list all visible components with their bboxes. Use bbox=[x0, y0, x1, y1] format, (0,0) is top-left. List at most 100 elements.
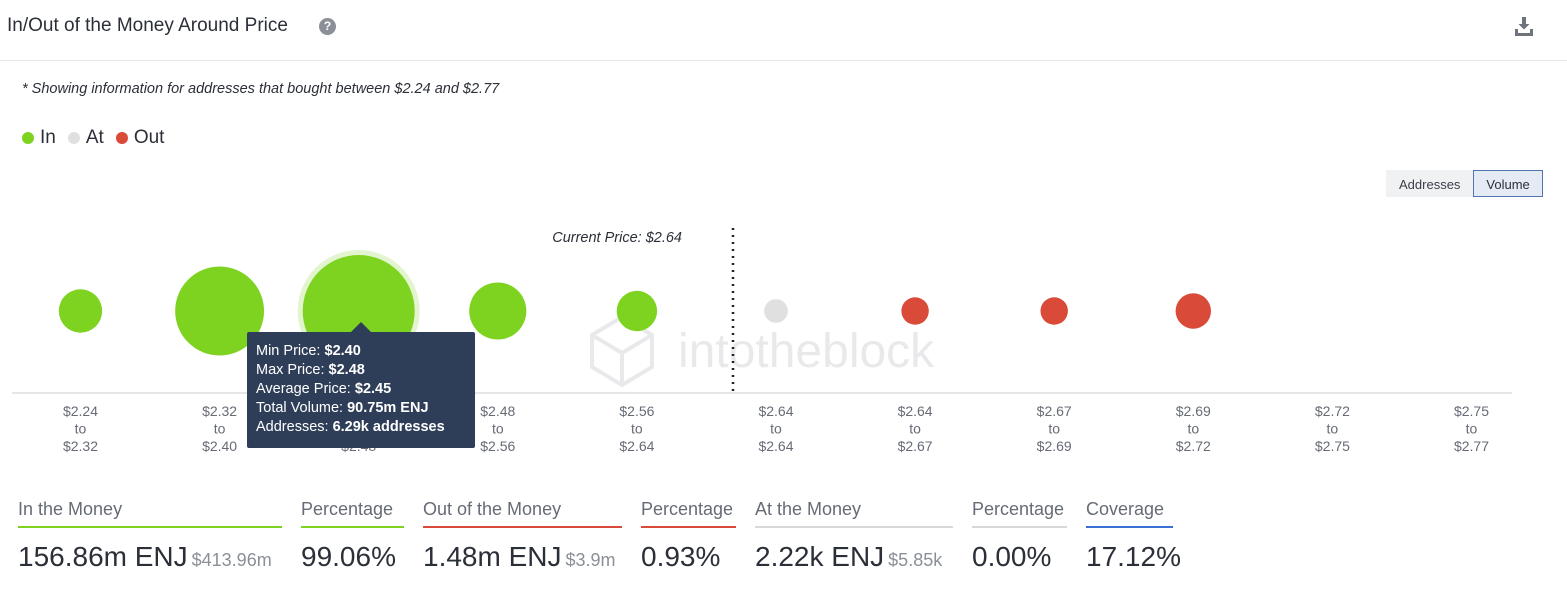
stat-out-percentage: Percentage 0.93% bbox=[641, 495, 736, 573]
watermark: intotheblock bbox=[590, 314, 935, 388]
stat-at-the-money: At the Money 2.22k ENJ $5.85k bbox=[755, 495, 953, 573]
x-axis-label-line: $2.56 bbox=[480, 438, 515, 454]
legend-dot-out bbox=[115, 132, 128, 144]
x-axis-label-line: to bbox=[75, 421, 87, 437]
x-axis-label-line: $2.75 bbox=[1315, 438, 1350, 454]
tooltip-max-price: Max Price: $2.48 bbox=[256, 362, 365, 378]
x-axis-label-line: to bbox=[909, 421, 921, 437]
x-axis-label-line: to bbox=[1466, 421, 1478, 437]
x-axis-label-line: $2.67 bbox=[1037, 403, 1072, 419]
bubble-out[interactable] bbox=[1175, 293, 1212, 329]
x-axis-label-line: to bbox=[1327, 421, 1339, 437]
tooltip-min-price: Min Price: $2.40 bbox=[256, 343, 361, 359]
x-axis-label-line: $2.69 bbox=[1037, 438, 1072, 454]
stat-label: Out of the Money bbox=[423, 495, 622, 528]
bubble-out[interactable] bbox=[1040, 297, 1068, 325]
stat-value: 0.00% bbox=[972, 541, 1052, 572]
x-axis-label-line: $2.77 bbox=[1454, 438, 1489, 454]
x-axis-label-line: $2.69 bbox=[1176, 403, 1211, 419]
x-axis-label-line: $2.32 bbox=[63, 438, 98, 454]
x-axis-label: $2.24 to $2.32 bbox=[63, 403, 98, 454]
stat-in-the-money: In the Money 156.86m ENJ $413.96m bbox=[18, 495, 282, 573]
x-axis-label: $2.64 to $2.67 bbox=[898, 403, 933, 454]
legend-label-in: In bbox=[40, 127, 56, 148]
stat-coverage: Coverage 17.12% bbox=[1086, 495, 1181, 573]
volume-toggle-button[interactable]: Volume bbox=[1473, 170, 1543, 197]
stat-value: 2.22k ENJ $5.85k bbox=[755, 541, 943, 572]
x-axis-label: $2.69 to $2.72 bbox=[1176, 403, 1211, 454]
stat-label: Coverage bbox=[1086, 495, 1173, 528]
legend-dot-in bbox=[22, 132, 34, 144]
tooltip-volume: Total Volume: 90.75m ENJ bbox=[256, 400, 429, 416]
legend-label-at: At bbox=[85, 127, 104, 148]
bubble-chart: intotheblock Current Price: $2.64 $2.24 t… bbox=[12, 228, 1512, 454]
x-axis-label-line: $2.24 bbox=[63, 403, 98, 419]
stat-value: 0.93% bbox=[641, 541, 721, 572]
legend-label-out: Out bbox=[133, 127, 165, 148]
bubble-at[interactable] bbox=[764, 299, 788, 323]
legend-item-in[interactable]: In bbox=[22, 127, 56, 149]
widget-header: In/Out of the Money Around Price ? bbox=[0, 0, 1567, 61]
bubble-in[interactable] bbox=[58, 289, 103, 333]
x-axis-label-line: $2.67 bbox=[898, 438, 933, 454]
download-icon[interactable] bbox=[1512, 14, 1536, 38]
stat-at-percentage: Percentage 0.00% bbox=[972, 495, 1067, 573]
x-axis-label-line: $2.72 bbox=[1315, 403, 1350, 419]
x-axis-label-line: $2.64 bbox=[619, 438, 654, 454]
legend-dot-at bbox=[67, 132, 80, 144]
stat-label: Percentage bbox=[641, 495, 736, 528]
x-axis-label: $2.64 to $2.64 bbox=[758, 403, 793, 454]
stat-out-of-the-money: Out of the Money 1.48m ENJ $3.9m bbox=[423, 495, 622, 573]
bubbles-group bbox=[58, 250, 1212, 372]
x-axis-label-line: $2.56 bbox=[619, 403, 654, 419]
stat-value: 99.06% bbox=[301, 541, 396, 572]
x-axis-label-line: $2.75 bbox=[1454, 403, 1489, 419]
x-axis-label-line: $2.72 bbox=[1176, 438, 1211, 454]
x-axis-label-line: $2.64 bbox=[758, 403, 793, 419]
stat-value: 17.12% bbox=[1086, 541, 1181, 572]
bubble-out[interactable] bbox=[901, 297, 929, 325]
x-axis-label-line: to bbox=[214, 421, 226, 437]
bucket-tooltip: Min Price: $2.40 Max Price: $2.48 Averag… bbox=[247, 322, 475, 448]
x-axis-label: $2.72 to $2.75 bbox=[1315, 403, 1350, 454]
x-axis-label-line: to bbox=[1048, 421, 1060, 437]
stat-label: At the Money bbox=[755, 495, 953, 528]
legend: In At Out bbox=[22, 127, 176, 149]
stat-label: Percentage bbox=[972, 495, 1067, 528]
stat-label: Percentage bbox=[301, 495, 404, 528]
metric-toggle: Addresses Volume bbox=[1386, 170, 1543, 197]
x-axis-label: $2.32 to $2.40 bbox=[202, 403, 237, 454]
x-axis-label-line: to bbox=[770, 421, 782, 437]
legend-item-out[interactable]: Out bbox=[115, 127, 165, 149]
bubble-in[interactable] bbox=[616, 290, 658, 332]
question-icon[interactable]: ? bbox=[319, 18, 336, 35]
x-axis-label-line: $2.40 bbox=[202, 438, 237, 454]
tooltip-avg-price: Average Price: $2.45 bbox=[256, 381, 392, 397]
stat-in-percentage: Percentage 99.06% bbox=[301, 495, 404, 573]
watermark-text: intotheblock bbox=[678, 325, 935, 378]
legend-item-at[interactable]: At bbox=[67, 127, 104, 149]
x-axis-label-line: $2.32 bbox=[202, 403, 237, 419]
stat-label: In the Money bbox=[18, 495, 282, 528]
bubble-in[interactable] bbox=[175, 266, 265, 356]
summary-stats: In the Money 156.86m ENJ $413.96m Percent… bbox=[0, 495, 1567, 592]
x-axis-label-line: $2.64 bbox=[758, 438, 793, 454]
tooltip-addresses: Addresses: 6.29k addresses bbox=[256, 419, 445, 435]
price-range-note: * Showing information for addresses that… bbox=[22, 81, 500, 97]
x-axis-label-line: $2.64 bbox=[898, 403, 933, 419]
current-price-label: Current Price: $2.64 bbox=[552, 230, 682, 246]
x-axis-label: $2.75 to $2.77 bbox=[1454, 403, 1489, 454]
x-axis-label: $2.67 to $2.69 bbox=[1037, 403, 1072, 454]
x-axis-label: $2.48 to $2.56 bbox=[480, 403, 515, 454]
stat-value: 156.86m ENJ $413.96m bbox=[18, 541, 272, 572]
x-axis-labels: $2.24to$2.32$2.32to$2.40$2.40to$2.48$2.4… bbox=[63, 403, 1489, 454]
addresses-toggle-button[interactable]: Addresses bbox=[1386, 170, 1474, 197]
x-axis-label: $2.56 to $2.64 bbox=[619, 403, 654, 454]
watermark-logo-icon bbox=[590, 314, 654, 388]
x-axis-label-line: to bbox=[492, 421, 504, 437]
x-axis-label-line: to bbox=[1187, 421, 1199, 437]
stat-value: 1.48m ENJ $3.9m bbox=[423, 541, 616, 572]
x-axis-label-line: to bbox=[631, 421, 643, 437]
bubble-in[interactable] bbox=[469, 282, 527, 340]
x-axis-label-line: $2.48 bbox=[480, 403, 515, 419]
